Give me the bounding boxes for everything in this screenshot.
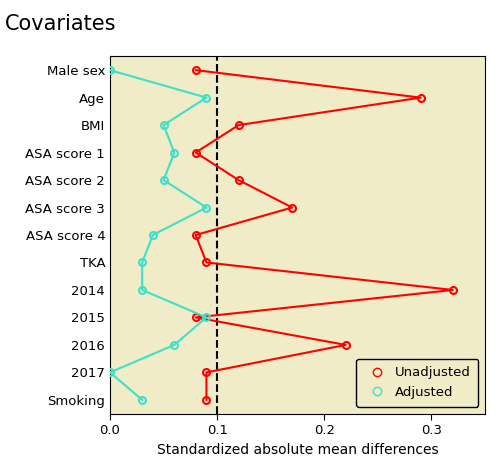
Adjusted: [172, 150, 177, 156]
Line: Unadjusted: Unadjusted: [192, 67, 456, 403]
Unadjusted: [450, 287, 456, 293]
Unadjusted: [342, 342, 348, 348]
Unadjusted: [192, 67, 198, 73]
Adjusted: [107, 67, 113, 73]
Unadjusted: [236, 122, 242, 128]
Unadjusted: [204, 259, 210, 265]
Adjusted: [139, 287, 145, 293]
Line: Adjusted: Adjusted: [106, 67, 210, 403]
Unadjusted: [418, 95, 424, 101]
Unadjusted: [204, 397, 210, 403]
Unadjusted: [192, 314, 198, 320]
Adjusted: [160, 177, 166, 183]
Adjusted: [139, 397, 145, 403]
Adjusted: [204, 205, 210, 211]
Adjusted: [139, 259, 145, 265]
Unadjusted: [192, 150, 198, 156]
Adjusted: [160, 122, 166, 128]
Unadjusted: [289, 205, 295, 211]
Adjusted: [150, 232, 156, 238]
X-axis label: Standardized absolute mean differences: Standardized absolute mean differences: [156, 443, 438, 456]
Adjusted: [204, 95, 210, 101]
Text: Covariates: Covariates: [5, 14, 116, 34]
Adjusted: [172, 342, 177, 348]
Unadjusted: [192, 232, 198, 238]
Adjusted: [204, 314, 210, 320]
Adjusted: [107, 369, 113, 375]
Legend: Unadjusted, Adjusted: Unadjusted, Adjusted: [356, 359, 478, 407]
Unadjusted: [204, 369, 210, 375]
Unadjusted: [236, 177, 242, 183]
